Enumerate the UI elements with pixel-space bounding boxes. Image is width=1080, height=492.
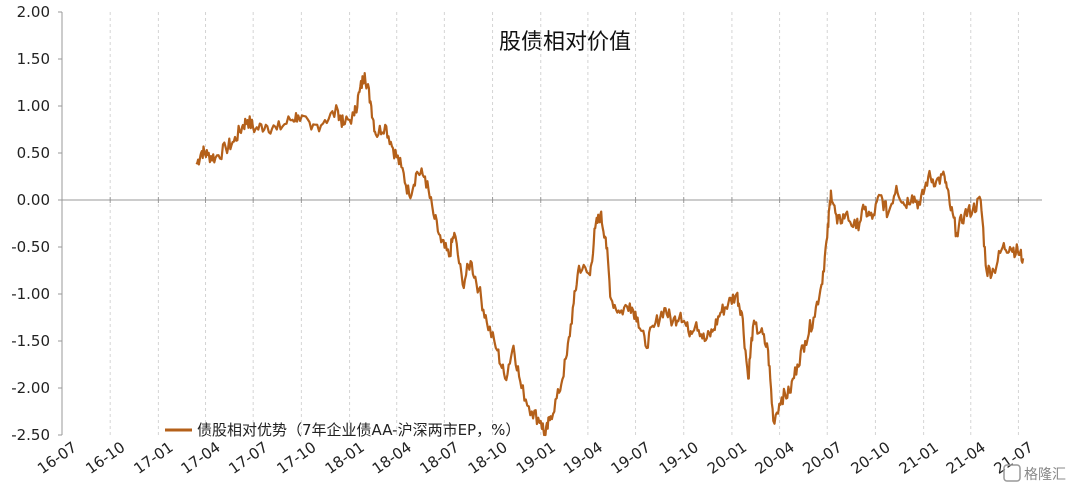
x-tick-label: 21-04 bbox=[943, 438, 989, 478]
x-tick-label: 20-01 bbox=[704, 438, 750, 478]
y-tick-label: 0.50 bbox=[17, 144, 50, 162]
chart-title: 股债相对价值 bbox=[499, 30, 631, 55]
x-tick-label: 17-04 bbox=[178, 438, 224, 478]
x-tick-label: 21-01 bbox=[896, 438, 942, 478]
x-tick-label: 19-10 bbox=[656, 438, 702, 478]
x-tick-label: 19-04 bbox=[560, 438, 606, 478]
y-tick-label: 1.50 bbox=[17, 50, 50, 68]
x-tick-label: 16-10 bbox=[82, 438, 128, 478]
x-tick-label: 20-10 bbox=[848, 438, 894, 478]
y-tick-label: -1.00 bbox=[11, 285, 50, 303]
y-tick-label: 1.00 bbox=[17, 97, 50, 115]
x-tick-label: 19-01 bbox=[513, 438, 559, 478]
watermark-icon bbox=[1003, 464, 1021, 482]
y-tick-labels: 2.00 1.50 1.00 0.50 0.00 -0.50 -1.00 -1.50 -2.00… bbox=[11, 3, 62, 444]
x-tick-label: 20-04 bbox=[752, 438, 798, 478]
x-tick-label: 18-10 bbox=[465, 438, 511, 478]
legend-label: 债股相对优势（7年企业债AA-沪深两市EP，%） bbox=[197, 421, 520, 439]
x-tick-label: 17-07 bbox=[225, 438, 271, 478]
legend: 债股相对优势（7年企业债AA-沪深两市EP，%） bbox=[165, 421, 520, 439]
x-tick-labels: 16-07 16-10 17-01 17-04 17-07 17-10 18-01 18-04… bbox=[34, 197, 1037, 478]
watermark-text: 格隆汇 bbox=[1024, 467, 1066, 483]
axes bbox=[61, 12, 1042, 435]
x-tick-label: 20-07 bbox=[799, 438, 845, 478]
y-tick-label: 0.00 bbox=[17, 191, 50, 209]
x-tick-label: 17-10 bbox=[273, 438, 319, 478]
x-tick-label: 18-07 bbox=[416, 438, 462, 478]
x-tick-label: 17-01 bbox=[130, 438, 176, 478]
x-tick-label: 19-07 bbox=[608, 438, 654, 478]
y-tick-label: -2.50 bbox=[11, 426, 50, 444]
y-tick-label: 2.00 bbox=[17, 3, 50, 21]
y-tick-label: -0.50 bbox=[11, 238, 50, 256]
y-tick-label: -1.50 bbox=[11, 332, 50, 350]
series-group bbox=[195, 72, 1025, 437]
series-line bbox=[195, 72, 1025, 437]
x-tick-label: 18-04 bbox=[369, 438, 415, 478]
y-tick-label: -2.00 bbox=[11, 379, 50, 397]
watermark: 格隆汇 bbox=[1003, 464, 1066, 483]
x-tick-label: 18-01 bbox=[322, 438, 368, 478]
